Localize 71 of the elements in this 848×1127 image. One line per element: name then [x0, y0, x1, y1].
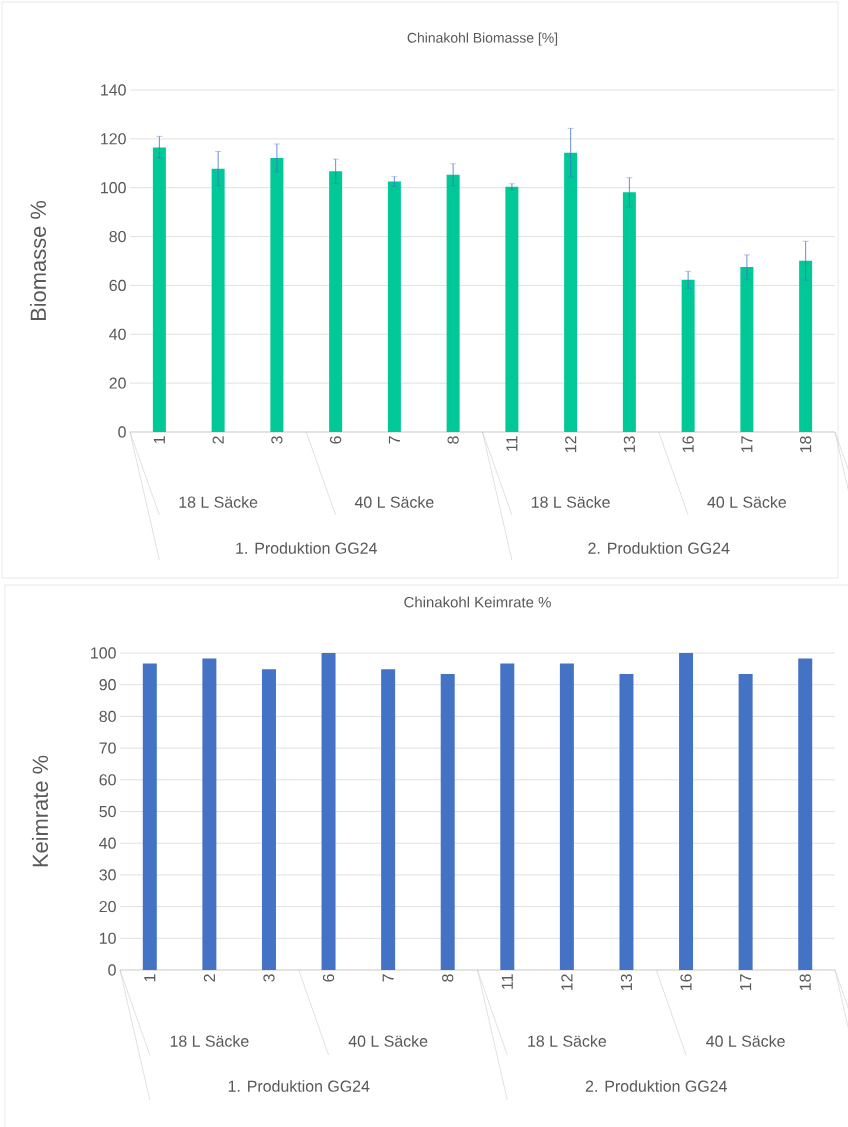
bar [152, 147, 166, 432]
y-tick-label: 100 [91, 647, 116, 659]
text: 18 L Säcke [531, 496, 610, 508]
y-tick-label: 0 [108, 964, 116, 976]
text: 1. Produktion GG24 [228, 1080, 370, 1092]
y-tick-label: 80 [99, 710, 116, 723]
chart-title: Chinakohl Biomasse [%] [407, 32, 558, 46]
x-tick-label: 6 [329, 436, 342, 444]
x-tick-label: 11 [501, 974, 513, 989]
y-tick-label: 0 [118, 426, 126, 438]
bar [740, 267, 754, 432]
text: 1. Produktion GG24 [236, 542, 377, 554]
chart-title: Chinakohl Keimrate % [404, 596, 551, 608]
x-tick-label: 6 [322, 974, 335, 982]
x-tick-label: 16 [680, 974, 692, 991]
y-tick-label: 140 [101, 84, 126, 96]
x-tick-label: 1 [153, 436, 165, 444]
x-tick-label: 7 [388, 436, 400, 444]
y-tick-label: 50 [99, 805, 116, 818]
bar [270, 157, 284, 432]
bar [387, 181, 401, 432]
x-tick-label: 8 [442, 974, 454, 982]
bar [622, 192, 636, 432]
x-tick-label: 12 [561, 974, 573, 991]
text: 40 L Säcke [354, 496, 434, 508]
y-tick-label: 120 [101, 133, 126, 145]
text: 18 L Säcke [179, 496, 258, 508]
y-tick-label: 60 [99, 774, 116, 786]
x-tick-label: 8 [447, 436, 459, 444]
y-axis-title: Keimrate % [31, 755, 49, 867]
x-tick-label: 3 [271, 436, 283, 444]
x-tick-label: 13 [623, 436, 636, 453]
bar [799, 260, 813, 432]
y-tick-label: 20 [99, 900, 116, 913]
text: 40 L Säcke [348, 1035, 428, 1047]
text: 2. Produktion GG24 [585, 1080, 727, 1092]
x-tick-label: 12 [565, 436, 577, 453]
y-tick-label: 40 [109, 328, 126, 340]
x-tick-label: 18 [799, 974, 811, 991]
x-tick-label: 18 [799, 436, 812, 453]
x-tick-label: 1 [144, 974, 156, 982]
x-tick-label: 2 [203, 974, 215, 982]
y-tick-label: 60 [109, 279, 126, 292]
bar [329, 171, 343, 432]
x-tick-label: 2 [212, 436, 224, 444]
text: 18 L Säcke [528, 1035, 607, 1047]
y-tick-label: 20 [109, 377, 126, 389]
text: 40 L Säcke [707, 496, 787, 508]
y-tick-label: 10 [99, 932, 116, 944]
y-axis-title: Biomasse % [29, 200, 47, 321]
text: 18 L Säcke [170, 1035, 249, 1047]
x-tick-label: 7 [382, 974, 394, 982]
text: 40 L Säcke [706, 1035, 785, 1047]
y-tick-label: 30 [99, 869, 116, 881]
text: 2. Produktion GG24 [588, 542, 730, 554]
y-tick-label: 80 [109, 230, 126, 243]
x-tick-label: 17 [741, 436, 753, 453]
x-tick-label: 17 [740, 974, 752, 991]
y-tick-label: 70 [99, 742, 116, 754]
bar [505, 186, 519, 432]
x-tick-label: 16 [682, 436, 694, 453]
y-tick-label: 100 [101, 182, 126, 194]
bar [211, 168, 225, 432]
bar [681, 279, 695, 432]
y-tick-label: 40 [99, 837, 116, 849]
x-tick-label: 13 [620, 974, 633, 991]
x-tick-label: 3 [263, 974, 275, 982]
bar [446, 174, 460, 432]
x-tick-label: 11 [506, 436, 518, 451]
y-tick-label: 90 [99, 679, 116, 691]
bar [564, 152, 578, 432]
